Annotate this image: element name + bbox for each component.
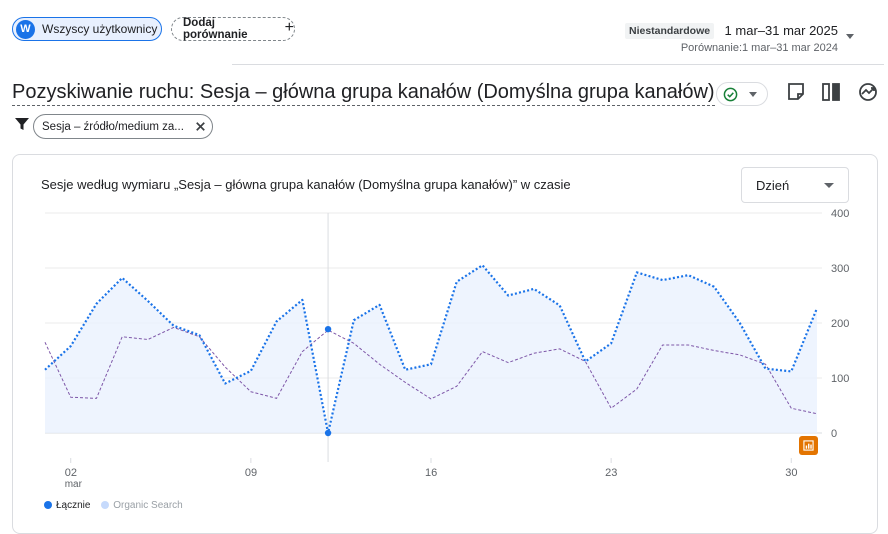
filter-chip-label: Sesja – źródło/medium za... bbox=[42, 120, 184, 133]
add-comparison-button[interactable]: Dodaj porównanie + bbox=[171, 17, 295, 41]
chart-title: Sesje według wymiaru „Sesja – główna gru… bbox=[41, 177, 571, 192]
series-line-total bbox=[44, 264, 819, 435]
legend-dot bbox=[101, 501, 110, 510]
chevron-down-icon bbox=[824, 183, 834, 188]
compare-columns-icon[interactable] bbox=[820, 81, 842, 103]
comparison-range-text: Porównanie:1 mar–31 mar 2024 bbox=[680, 42, 838, 54]
x-tick-label: 02 bbox=[65, 467, 77, 479]
check-circle-icon bbox=[723, 87, 738, 101]
chevron-down-icon bbox=[749, 91, 757, 97]
hover-point bbox=[324, 429, 332, 437]
divider bbox=[232, 64, 884, 65]
x-tick-label: 16 bbox=[425, 467, 437, 479]
page-title[interactable]: Pozyskiwanie ruchu: Sesja – główna grupa… bbox=[12, 80, 715, 106]
y-tick-label: 200 bbox=[831, 318, 849, 330]
all-users-label: Wszyscy użytkownicy bbox=[42, 22, 158, 36]
series-area bbox=[45, 265, 817, 433]
all-users-chip[interactable]: W Wszyscy użytkownicy bbox=[12, 17, 162, 41]
y-tick-label: 100 bbox=[831, 373, 849, 385]
x-tick-sublabel: mar bbox=[65, 479, 83, 490]
date-preset-badge: Niestandardowe bbox=[624, 22, 715, 39]
date-range-text: 1 mar–31 mar 2025 bbox=[724, 23, 838, 39]
granularity-dropdown[interactable]: Dzień bbox=[741, 167, 849, 203]
note-icon[interactable] bbox=[785, 81, 807, 103]
series-line-comparison bbox=[44, 326, 818, 415]
x-tick-label: 23 bbox=[605, 467, 617, 479]
y-tick-label: 400 bbox=[831, 208, 849, 220]
insights-icon[interactable] bbox=[857, 81, 879, 103]
legend-dot bbox=[44, 501, 52, 510]
hover-point bbox=[324, 325, 332, 333]
close-icon[interactable] bbox=[193, 119, 208, 134]
add-comparison-label: Dodaj porównanie bbox=[183, 17, 248, 41]
user-avatar: W bbox=[16, 19, 35, 39]
chart-bars-icon bbox=[803, 440, 814, 451]
chevron-down-icon[interactable] bbox=[846, 34, 854, 39]
filter-icon bbox=[15, 118, 29, 130]
plus-icon: + bbox=[284, 19, 294, 36]
granularity-value: Dzień bbox=[756, 177, 790, 193]
date-range-picker[interactable]: Niestandardowe 1 mar–31 mar 2025 Porówna… bbox=[624, 22, 838, 54]
anomaly-badge[interactable] bbox=[799, 436, 818, 455]
y-tick-label: 0 bbox=[831, 428, 837, 440]
x-tick-label: 09 bbox=[245, 467, 257, 479]
filter-chip[interactable]: Sesja – źródło/medium za... bbox=[33, 114, 213, 139]
y-tick-label: 300 bbox=[831, 263, 849, 275]
x-tick-label: 30 bbox=[785, 467, 797, 479]
status-dropdown[interactable] bbox=[716, 82, 768, 106]
